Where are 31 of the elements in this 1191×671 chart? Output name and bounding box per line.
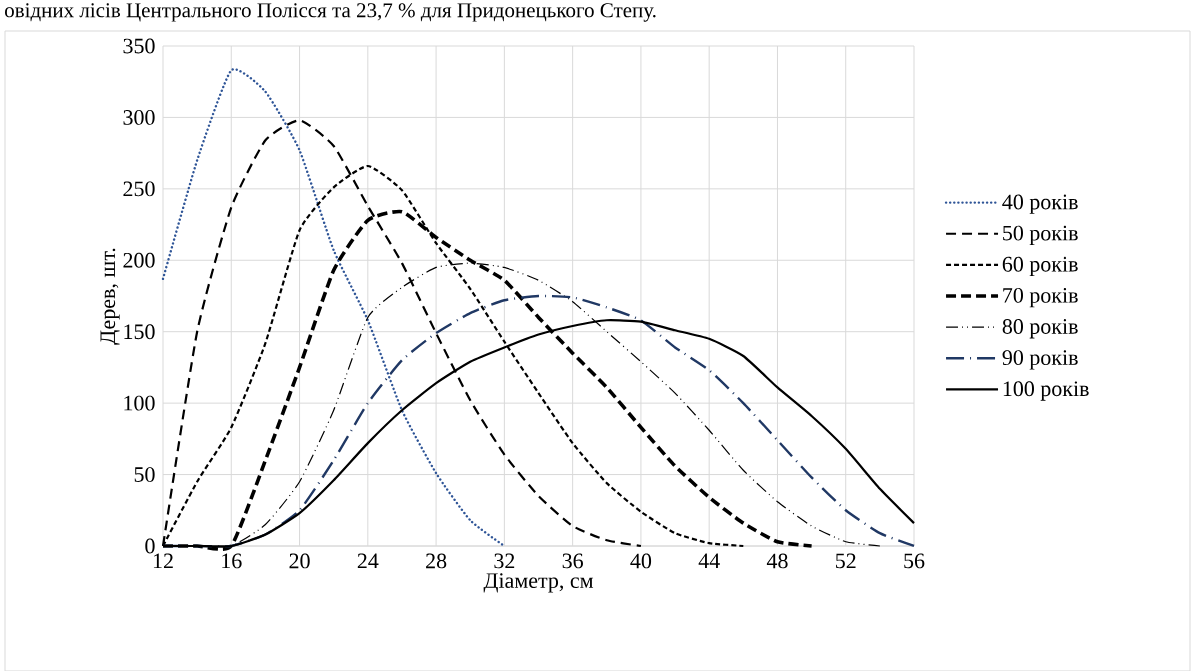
legend-label: 40 років [1002,194,1078,214]
x-tick-label: 44 [698,553,720,568]
y-tick-label: 200 [123,252,155,268]
y-tick-label: 100 [124,395,155,411]
legend-label: 50 років [1003,225,1078,245]
legend-label: 90 років [1002,350,1078,370]
y-tick-label: 350 [123,38,155,54]
legend-label: 100 років [1003,381,1089,401]
x-tick-label: 28 [426,553,447,569]
legend-label: 70 років [1003,287,1078,308]
y-axis-title: Дерев, шт. [100,248,120,345]
y-tick-label: 300 [123,110,155,125]
x-tick-label: 12 [153,553,173,569]
x-tick-label: 16 [222,553,242,569]
y-tick-label: 150 [124,324,155,340]
x-tick-label: 32 [494,553,515,569]
x-tick-label: 52 [836,553,856,569]
x-axis-title: Діаметр, см [483,573,594,593]
x-tick-label: 24 [357,553,379,569]
text: овідних лісів Центрального Полісся та 23,7 % для Придонецького Степу. [5,3,656,22]
x-tick-label: 40 [630,553,652,569]
y-tick-label: 0 [145,538,155,554]
x-tick-label: 20 [289,553,310,569]
x-tick-label: 36 [562,553,583,569]
legend-label: 60 років [1002,256,1078,277]
y-tick-label: 50 [134,467,155,482]
line-series [161,68,506,548]
legend-label: 80 років [1002,319,1078,339]
y-tick-label: 250 [123,181,155,197]
x-tick-label: 48 [766,553,788,569]
x-tick-label: 56 [904,553,925,569]
